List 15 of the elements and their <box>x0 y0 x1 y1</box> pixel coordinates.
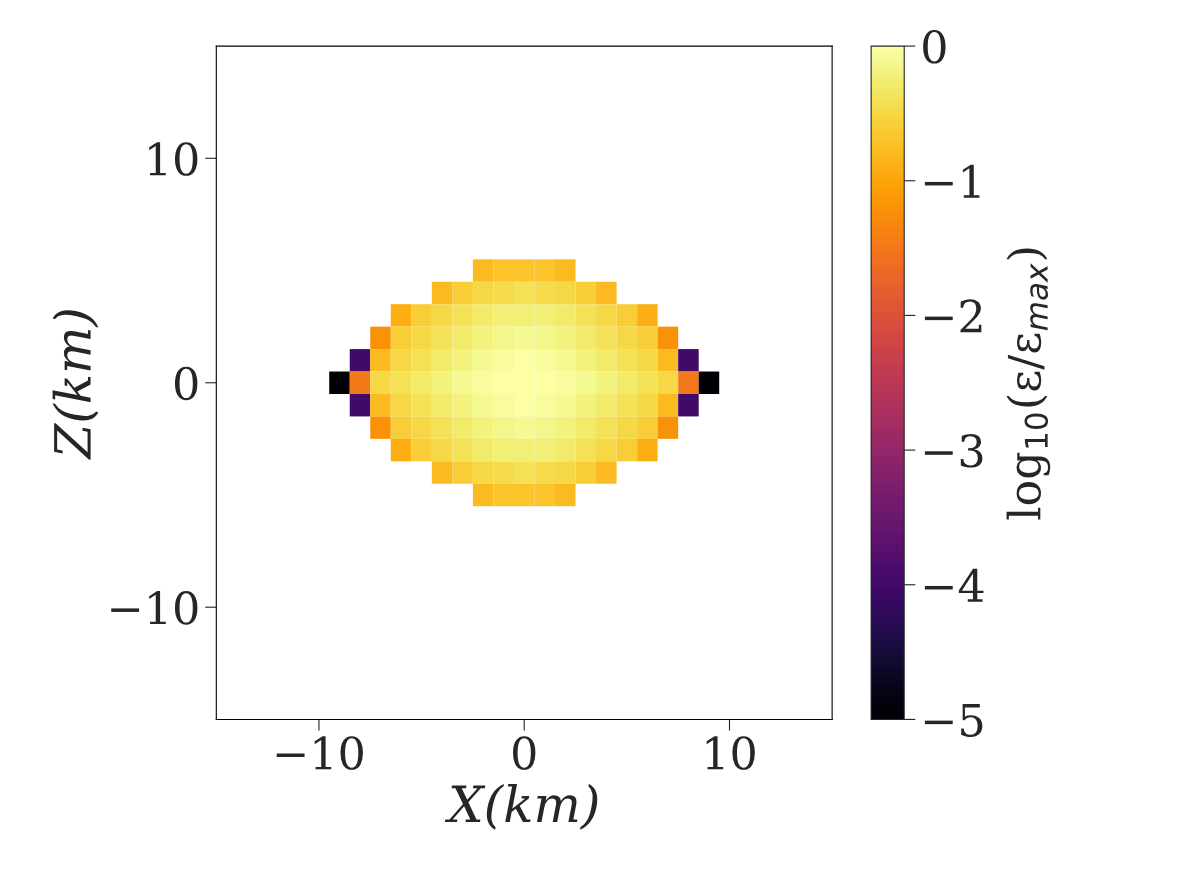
color-bar-label: −3 <box>924 433 983 468</box>
y-tick-label: −10 <box>111 591 198 625</box>
x-tick-label: 10 <box>706 736 755 770</box>
color-bar-label: −4 <box>924 568 984 602</box>
color-bar-title: log$_{10}$(ε/ε$_{max}$) <box>1006 248 1051 520</box>
x-tick-label: 0 <box>513 736 536 770</box>
color-bar-label: −1 <box>924 164 980 198</box>
color-bar-label: 0 <box>923 29 946 64</box>
color-bar-label: −5 <box>924 703 983 737</box>
x-axis-title: X(km) <box>444 783 598 830</box>
y-tick-label: 10 <box>149 142 198 176</box>
color-bar-label: −2 <box>924 299 982 333</box>
x-tick-label: −10 <box>276 736 363 770</box>
y-axis-title: Z(km) <box>52 310 99 460</box>
y-tick-label: 0 <box>174 366 198 401</box>
